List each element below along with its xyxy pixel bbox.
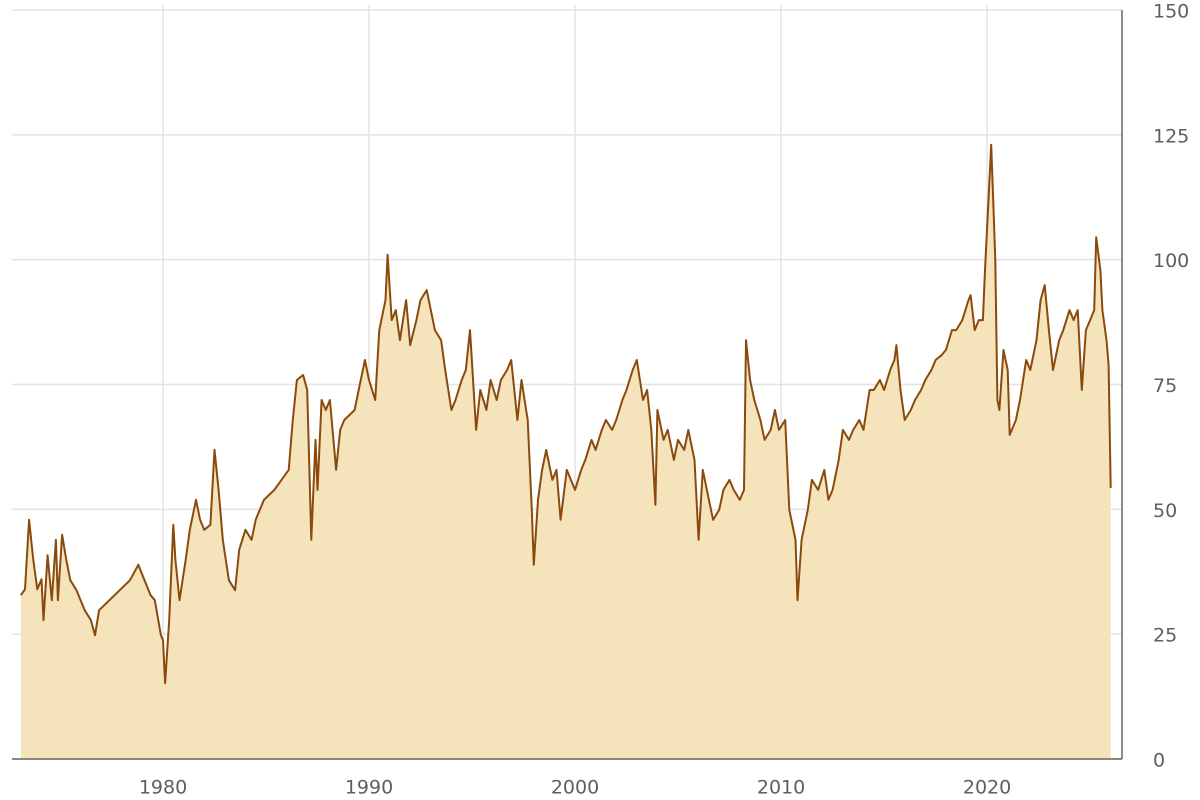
x-tick-label: 2010 (757, 777, 805, 799)
y-tick-label: 0 (1153, 750, 1165, 772)
data-line (20, 143, 1112, 685)
y-tick-label: 125 (1153, 125, 1189, 147)
y-tick-label: 100 (1153, 250, 1189, 272)
x-tick-label: 1990 (345, 777, 393, 799)
y-tick-label: 75 (1153, 375, 1177, 397)
y-tick-label: 25 (1153, 625, 1177, 647)
x-tick-label: 2020 (963, 777, 1011, 799)
x-tick-label: 2000 (551, 777, 599, 799)
x-tick-label: 1980 (139, 777, 187, 799)
y-tick-label: 50 (1153, 500, 1177, 522)
area-fill (20, 144, 1111, 760)
y-tick-label: 150 (1153, 1, 1189, 23)
